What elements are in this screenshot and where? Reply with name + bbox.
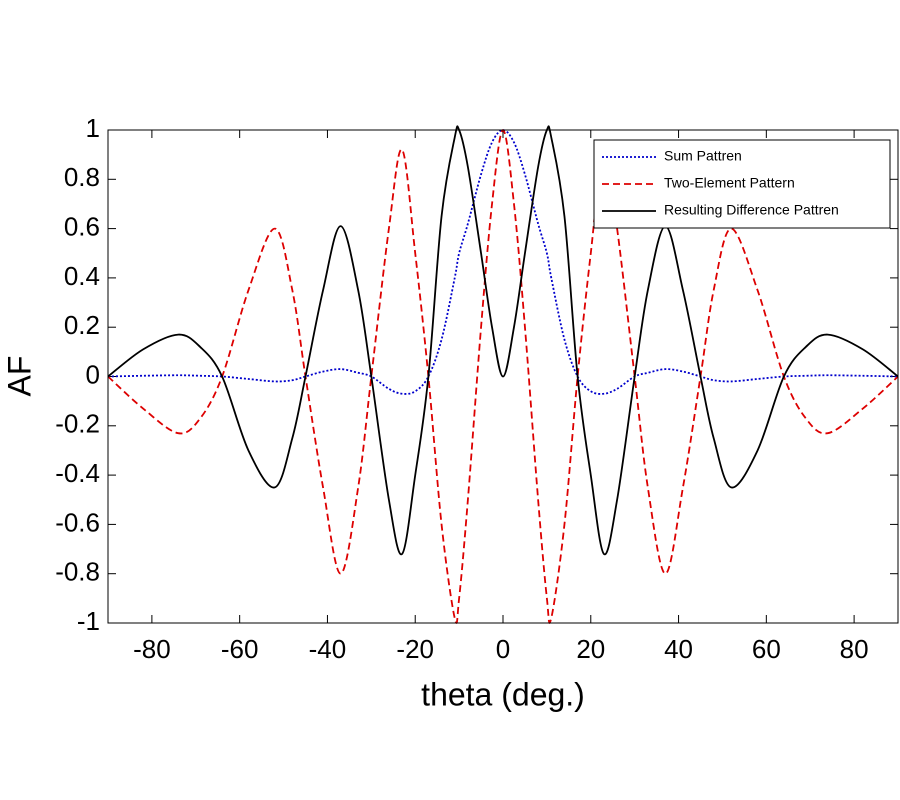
x-tick-label: 0 — [496, 634, 510, 664]
x-tick-label: 80 — [840, 634, 869, 664]
legend-label: Sum Pattren — [664, 148, 742, 164]
plot-frame — [107, 129, 899, 624]
y-tick-label: 0.2 — [64, 310, 100, 340]
legend-label: Resulting Difference Pattren — [664, 202, 839, 218]
y-axis-label: AF — [1, 356, 37, 397]
x-tick-label: 60 — [752, 634, 781, 664]
x-tick-label: -20 — [396, 634, 434, 664]
y-tick-label: 0.4 — [64, 261, 100, 291]
y-tick-label: -0.4 — [55, 458, 100, 488]
x-axis-label: theta (deg.) — [421, 676, 585, 712]
x-tick-label: -60 — [221, 634, 259, 664]
x-tick-label: -40 — [309, 634, 347, 664]
x-tick-label: 40 — [664, 634, 693, 664]
y-tick-label: 1 — [86, 113, 100, 143]
legend-label: Two-Element Pattern — [664, 175, 795, 191]
y-tick-label: -0.8 — [55, 557, 100, 587]
x-tick-label: -80 — [133, 634, 171, 664]
series-line — [107, 129, 899, 395]
y-tick-label: 0.6 — [64, 211, 100, 241]
y-tick-label: 0.8 — [64, 162, 100, 192]
y-tick-label: -1 — [77, 606, 100, 636]
y-tick-label: -0.6 — [55, 507, 100, 537]
x-tick-label: 20 — [576, 634, 605, 664]
y-tick-label: 0 — [86, 359, 100, 389]
y-tick-label: -0.2 — [55, 409, 100, 439]
legend: Sum Pattren Two-Element Pattern Resulting … — [593, 139, 891, 229]
legend-box — [593, 139, 891, 229]
series-line — [107, 125, 899, 556]
